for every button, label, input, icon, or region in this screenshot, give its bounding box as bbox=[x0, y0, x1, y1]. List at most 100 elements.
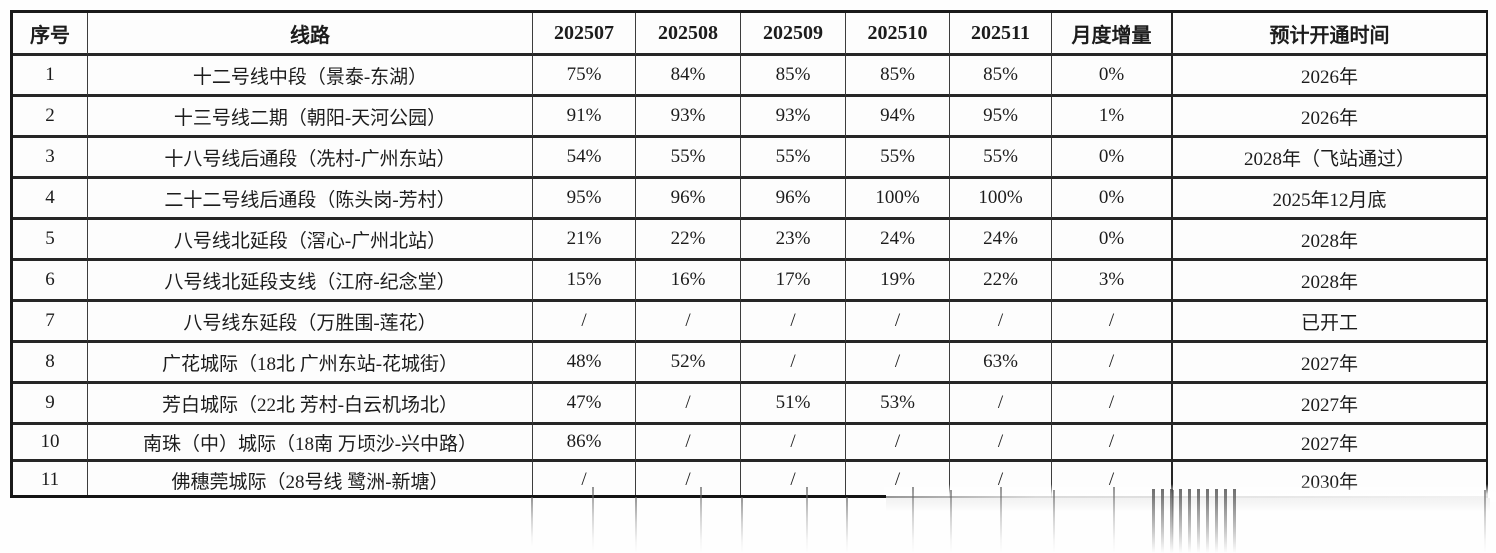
opening-time-cell: 2028年 bbox=[1173, 220, 1486, 261]
row-index-cell: 5 bbox=[13, 220, 88, 261]
header-cell-monthly-gain: 月度增量 bbox=[1052, 13, 1173, 56]
table-bottom-border bbox=[10, 495, 886, 498]
value-cell: / bbox=[950, 425, 1052, 462]
line-name-cell: 二十二号线后通段（陈头岗-芳村） bbox=[88, 179, 533, 220]
line-name-cell: 十三号线二期（朝阳-天河公园） bbox=[88, 97, 533, 138]
value-cell: 19% bbox=[846, 261, 950, 302]
smear-streak bbox=[700, 487, 702, 553]
value-cell: / bbox=[741, 343, 846, 384]
monthly-gain-cell: 0% bbox=[1052, 56, 1173, 97]
line-name-cell: 八号线北延段支线（江府-纪念堂） bbox=[88, 261, 533, 302]
monthly-gain-cell: / bbox=[1052, 462, 1173, 498]
header-cell-line: 线路 bbox=[88, 13, 533, 56]
monthly-gain-cell: 0% bbox=[1052, 220, 1173, 261]
line-name-cell: 佛穗莞城际（28号线 鹭洲-新塘） bbox=[88, 462, 533, 498]
value-cell: / bbox=[636, 462, 741, 498]
smear-streak bbox=[1206, 489, 1209, 553]
line-name-cell: 八号线北延段（滘心-广州北站） bbox=[88, 220, 533, 261]
line-name-cell: 芳白城际（22北 芳村-白云机场北） bbox=[88, 384, 533, 425]
value-cell: / bbox=[846, 425, 950, 462]
opening-time-cell: 2027年 bbox=[1173, 384, 1486, 425]
progress-table: 序号 线路 202507 202508 202509 202510 202511… bbox=[10, 10, 1488, 498]
value-cell: 93% bbox=[636, 97, 741, 138]
value-cell: 84% bbox=[636, 56, 741, 97]
value-cell: / bbox=[636, 384, 741, 425]
value-cell: 21% bbox=[533, 220, 636, 261]
line-name-cell: 广花城际（18北 广州东站-花城街） bbox=[88, 343, 533, 384]
value-cell: 23% bbox=[741, 220, 846, 261]
value-cell: 95% bbox=[950, 97, 1052, 138]
value-cell: 51% bbox=[741, 384, 846, 425]
smear-streak bbox=[592, 487, 594, 551]
line-name-cell: 十八号线后通段（冼村-广州东站） bbox=[88, 138, 533, 179]
smear-streak bbox=[1053, 490, 1055, 553]
monthly-gain-cell: / bbox=[1052, 384, 1173, 425]
line-name-cell: 十二号线中段（景泰-东湖） bbox=[88, 56, 533, 97]
opening-time-cell: 已开工 bbox=[1173, 302, 1486, 343]
row-index-cell: 9 bbox=[13, 384, 88, 425]
monthly-gain-cell: 0% bbox=[1052, 179, 1173, 220]
value-cell: 54% bbox=[533, 138, 636, 179]
smear-streak bbox=[912, 487, 914, 553]
smear-streak bbox=[1152, 489, 1155, 553]
header-cell-202508: 202508 bbox=[636, 13, 741, 56]
value-cell: 55% bbox=[636, 138, 741, 179]
monthly-gain-cell: 0% bbox=[1052, 138, 1173, 179]
value-cell: 22% bbox=[636, 220, 741, 261]
value-cell: 96% bbox=[741, 179, 846, 220]
value-cell: 24% bbox=[950, 220, 1052, 261]
smear-streak bbox=[1484, 490, 1486, 553]
smear-streak bbox=[950, 490, 952, 553]
value-cell: / bbox=[741, 425, 846, 462]
header-cell-202507: 202507 bbox=[533, 13, 636, 56]
row-index-cell: 7 bbox=[13, 302, 88, 343]
line-name-cell: 八号线东延段（万胜围-莲花） bbox=[88, 302, 533, 343]
smear-streak bbox=[635, 497, 637, 553]
value-cell: 48% bbox=[533, 343, 636, 384]
smear-streak bbox=[1113, 487, 1115, 553]
opening-time-cell: 2028年 bbox=[1173, 261, 1486, 302]
value-cell: 22% bbox=[950, 261, 1052, 302]
value-cell: 55% bbox=[846, 138, 950, 179]
monthly-gain-cell: 3% bbox=[1052, 261, 1173, 302]
value-cell: 63% bbox=[950, 343, 1052, 384]
value-cell: / bbox=[636, 302, 741, 343]
value-cell: / bbox=[846, 343, 950, 384]
row-index-cell: 1 bbox=[13, 56, 88, 97]
opening-time-cell: 2027年 bbox=[1173, 425, 1486, 462]
value-cell: 52% bbox=[636, 343, 741, 384]
value-cell: / bbox=[846, 462, 950, 498]
row-index-cell: 2 bbox=[13, 97, 88, 138]
value-cell: / bbox=[533, 462, 636, 498]
opening-time-cell: 2025年12月底 bbox=[1173, 179, 1486, 220]
opening-time-cell: 2026年 bbox=[1173, 97, 1486, 138]
smear-streak bbox=[806, 487, 808, 553]
value-cell: 16% bbox=[636, 261, 741, 302]
value-cell: / bbox=[846, 302, 950, 343]
monthly-gain-cell: / bbox=[1052, 343, 1173, 384]
value-cell: 75% bbox=[533, 56, 636, 97]
header-cell-opening-time: 预计开通时间 bbox=[1173, 13, 1486, 56]
monthly-gain-cell: 1% bbox=[1052, 97, 1173, 138]
row-index-cell: 10 bbox=[13, 425, 88, 462]
row-index-cell: 11 bbox=[13, 462, 88, 498]
smear-streak bbox=[1197, 489, 1200, 553]
value-cell: 85% bbox=[950, 56, 1052, 97]
value-cell: / bbox=[741, 462, 846, 498]
value-cell: 15% bbox=[533, 261, 636, 302]
value-cell: 85% bbox=[741, 56, 846, 97]
smear-streak bbox=[1215, 489, 1218, 553]
value-cell: 17% bbox=[741, 261, 846, 302]
value-cell: / bbox=[950, 302, 1052, 343]
value-cell: 94% bbox=[846, 97, 950, 138]
header-cell-202510: 202510 bbox=[846, 13, 950, 56]
smear-streak bbox=[1224, 489, 1227, 553]
smear-streak bbox=[1188, 489, 1191, 553]
value-cell: 85% bbox=[846, 56, 950, 97]
value-cell: / bbox=[741, 302, 846, 343]
value-cell: 91% bbox=[533, 97, 636, 138]
smear-streak bbox=[1170, 489, 1173, 553]
value-cell: 55% bbox=[950, 138, 1052, 179]
smear-streak bbox=[846, 497, 848, 553]
